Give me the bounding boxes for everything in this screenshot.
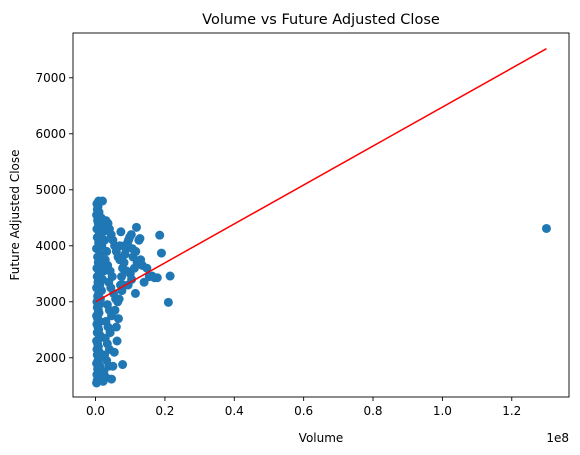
scatter-point — [113, 297, 123, 307]
scatter-point — [122, 266, 132, 276]
scatter-point — [98, 376, 108, 386]
scatter-point — [156, 248, 166, 258]
scatter-point — [541, 223, 551, 233]
scatter-point — [135, 234, 145, 244]
scatter-point — [126, 230, 136, 240]
x-tick-label: 0.6 — [294, 404, 313, 418]
x-tick-label: 1.2 — [502, 404, 521, 418]
y-tick-label: 7000 — [35, 71, 66, 85]
scatter-point — [118, 360, 128, 370]
scatter-point — [127, 244, 137, 254]
scatter-point — [116, 227, 126, 237]
scatter-point — [131, 222, 141, 232]
scatter-point — [112, 336, 122, 346]
x-axis-label: Volume — [299, 431, 344, 445]
x-axis: 0.0 0.2 0.4 0.6 0.8 1.0 1.2 — [86, 397, 521, 418]
scatter-point — [120, 241, 130, 251]
x-tick-label: 1.0 — [433, 404, 452, 418]
scatter-point — [107, 374, 117, 384]
scatter-point — [142, 263, 152, 273]
x-axis-offset-label: 1e8 — [546, 431, 569, 445]
scatter-point — [163, 297, 173, 307]
x-tick-label: 0.2 — [155, 404, 174, 418]
scatter-point — [108, 361, 118, 371]
scatter-point — [111, 322, 121, 332]
plot-frame — [72, 32, 570, 398]
scatter-point — [119, 258, 129, 268]
scatter-point — [152, 273, 162, 283]
x-tick-label: 0.4 — [225, 404, 244, 418]
y-tick-label: 6000 — [35, 127, 66, 141]
scatter-point — [113, 314, 123, 324]
y-tick-label: 2000 — [35, 351, 66, 365]
scatter-point — [155, 230, 165, 240]
chart-title: Volume vs Future Adjusted Close — [202, 12, 440, 28]
y-tick-label: 3000 — [35, 295, 66, 309]
y-axis-label: Future Adjusted Close — [8, 149, 22, 280]
scatter-point — [97, 196, 107, 206]
scatter-point — [109, 347, 119, 357]
x-tick-label: 0.0 — [86, 404, 105, 418]
regression-line — [95, 48, 547, 303]
y-axis: 2000 3000 4000 5000 6000 7000 — [35, 71, 73, 365]
y-tick-label: 5000 — [35, 183, 66, 197]
scatter-point — [165, 271, 175, 281]
plot-area — [72, 32, 570, 398]
scatter-point — [130, 288, 140, 298]
x-tick-label: 0.8 — [363, 404, 382, 418]
scatter-point — [110, 305, 120, 315]
scatter-points — [92, 196, 551, 388]
y-tick-label: 4000 — [35, 239, 66, 253]
